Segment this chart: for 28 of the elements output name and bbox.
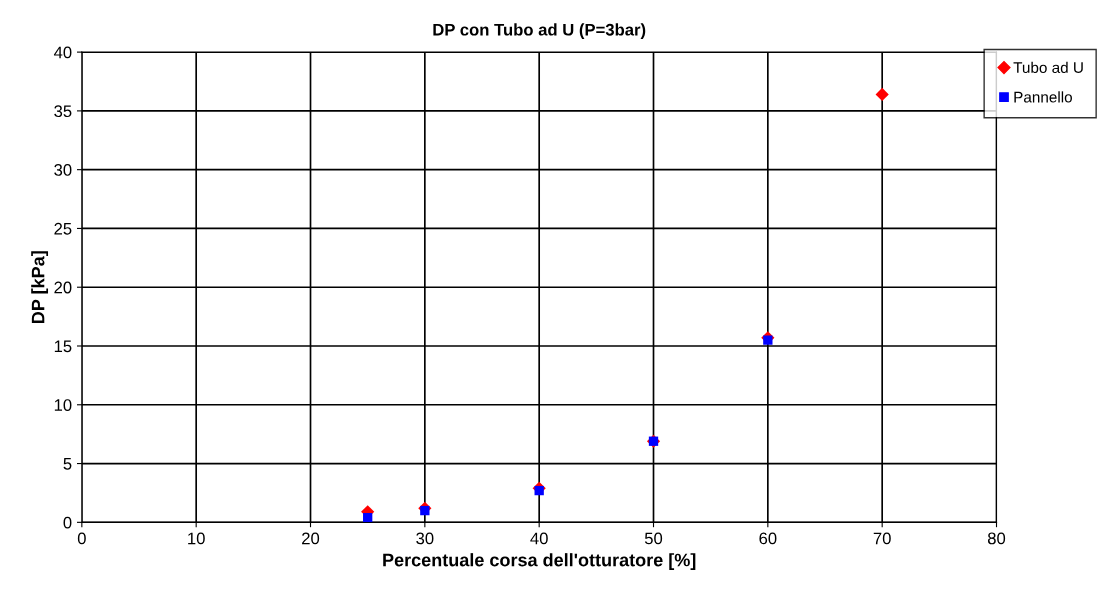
point [763, 335, 773, 345]
legend-label: Tubo ad U [1013, 61, 1083, 74]
y-tick-label: 25 [54, 222, 72, 235]
x-tick-label: 40 [530, 532, 548, 545]
x-axis-title: Percentuale corsa dell'otturatore [%] [383, 553, 696, 570]
y-tick-label: 35 [54, 105, 72, 118]
x-tick-label: 20 [302, 532, 320, 545]
y-tick-label: 20 [54, 281, 72, 294]
x-tick-label: 50 [644, 532, 663, 545]
chart-title: DP con Tubo ad U (P=3bar) [433, 23, 646, 39]
x-tick-label: 30 [416, 532, 434, 545]
y-tick-label: 15 [54, 340, 72, 353]
y-tick-label: 0 [63, 516, 72, 529]
point [875, 87, 889, 102]
y-tick-label: 10 [54, 399, 72, 411]
point [420, 505, 430, 516]
y-tick-label: 30 [54, 164, 72, 176]
x-tick-label: 70 [873, 532, 891, 545]
x-tick-label: 80 [987, 532, 1006, 545]
point [534, 485, 544, 496]
x-tick-label: 0 [77, 532, 86, 545]
x-tick-label: 10 [188, 532, 205, 545]
x-tick-label: 60 [759, 532, 777, 545]
point [363, 512, 373, 523]
y-axis-title: DP [kPa] [31, 251, 49, 323]
y-tick-label: 40 [53, 46, 72, 59]
y-tick-label: 5 [63, 458, 72, 470]
legend-label: Pannello [1014, 91, 1072, 103]
